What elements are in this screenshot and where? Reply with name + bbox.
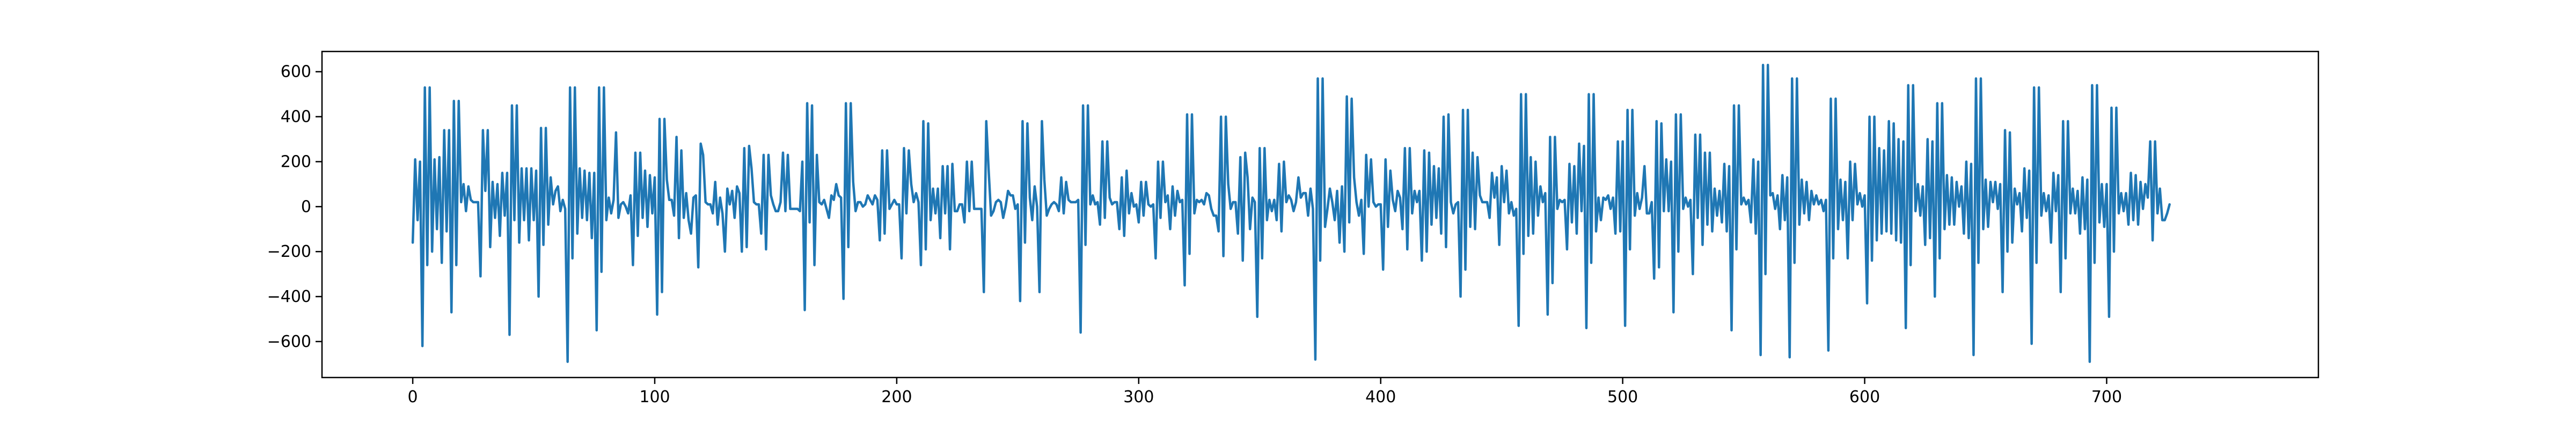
x-tick-label: 600 <box>1849 388 1880 406</box>
y-tick-label: −200 <box>267 242 311 261</box>
x-tick-label: 300 <box>1123 388 1154 406</box>
y-tick-label: 400 <box>281 108 311 127</box>
y-tick-label: 600 <box>281 63 311 82</box>
series-line <box>411 63 2171 363</box>
y-tick-label: −600 <box>267 332 311 351</box>
plot-area <box>411 63 2171 363</box>
axes-frame <box>321 50 2319 379</box>
x-tick-label: 100 <box>639 388 670 406</box>
y-tick-label: −400 <box>267 287 311 306</box>
y-tick-label: 200 <box>281 152 311 171</box>
x-tick-label: 0 <box>408 388 418 406</box>
x-tick-label: 700 <box>2091 388 2122 406</box>
y-axis: −600 −400 −200 0 200 400 600 <box>267 63 322 351</box>
x-axis: 0 100 200 300 400 500 600 700 <box>408 378 2122 406</box>
x-tick-label: 200 <box>881 388 912 406</box>
x-tick-label: 400 <box>1365 388 1396 406</box>
y-tick-label: 0 <box>301 197 311 216</box>
x-tick-label: 500 <box>1607 388 1638 406</box>
